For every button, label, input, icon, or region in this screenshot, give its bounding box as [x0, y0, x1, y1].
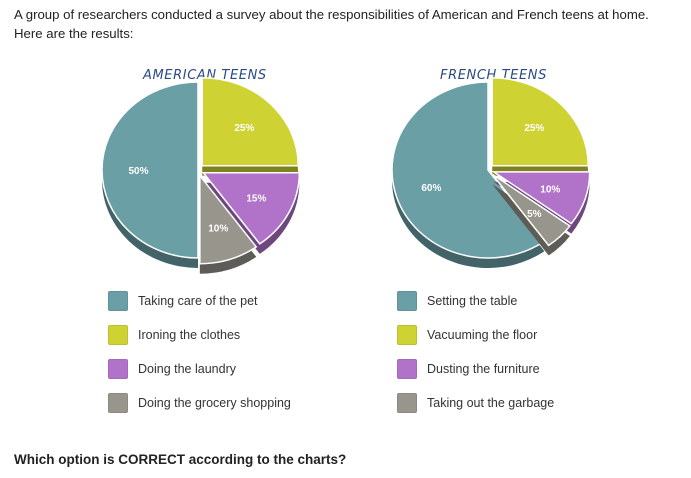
- legend-item: Ironing the clothes: [108, 324, 368, 346]
- pie-data-label: 15%: [246, 193, 266, 204]
- pie-slice-face: [391, 81, 546, 259]
- pie-data-label: 25%: [234, 123, 254, 134]
- legend-swatch: [397, 325, 417, 345]
- legend-swatch: [108, 325, 128, 345]
- pie-slice-face: [101, 81, 199, 259]
- legend-swatch: [397, 291, 417, 311]
- legend-label: Doing the laundry: [138, 362, 236, 376]
- legend-item: Doing the grocery shopping: [108, 392, 368, 414]
- legend-item: Vacuuming the floor: [397, 324, 657, 346]
- pie-slice-face: [491, 173, 572, 247]
- legend-label: Doing the grocery shopping: [138, 396, 291, 410]
- pie-slice-face: [199, 173, 258, 265]
- chart-title-french: FRENCH TEENS: [440, 68, 547, 83]
- legend-item: Taking care of the pet: [108, 290, 368, 312]
- pie-data-label: 50%: [128, 166, 148, 177]
- pie-slice-4: 5%: [491, 173, 572, 256]
- pie-slice-1: 50%: [101, 81, 199, 268]
- legend-american: Taking care of the pet Ironing the cloth…: [108, 290, 368, 426]
- pie-data-label: 10%: [208, 224, 228, 235]
- pie-slice-face: [491, 77, 589, 167]
- legend-swatch: [397, 393, 417, 413]
- pie-slice-1: 60%: [391, 81, 546, 268]
- pie-slice-face: [201, 171, 301, 245]
- legend-swatch: [397, 359, 417, 379]
- pie-data-label: 25%: [524, 123, 544, 134]
- legend-label: Setting the table: [427, 294, 518, 308]
- pie-slice-face: [491, 171, 591, 225]
- legend-item: Setting the table: [397, 290, 657, 312]
- legend-label: Taking out the garbage: [427, 396, 555, 410]
- legend-french: Setting the table Vacuuming the floor Du…: [397, 290, 657, 426]
- pie-data-label: 10%: [540, 185, 560, 196]
- legend-item: Dusting the furniture: [397, 358, 657, 380]
- legend-label: Taking care of the pet: [138, 294, 258, 308]
- legend-label: Ironing the clothes: [138, 328, 241, 342]
- intro-text: A group of researchers conducted a surve…: [14, 7, 649, 41]
- pie-slice-4: 10%: [199, 173, 258, 274]
- chart-title-american: AMERICAN TEENS: [143, 68, 267, 83]
- legend-item: Doing the laundry: [108, 358, 368, 380]
- legend-swatch: [108, 291, 128, 311]
- pie-data-label: 60%: [421, 183, 441, 194]
- pie-slice-3: 15%: [201, 171, 301, 254]
- pie-slice-2: 25%: [491, 77, 589, 176]
- legend-label: Dusting the furniture: [427, 362, 540, 376]
- legend-swatch: [108, 359, 128, 379]
- legend-item: Taking out the garbage: [397, 392, 657, 414]
- question-text: Which option is CORRECT according to the…: [14, 452, 347, 467]
- pie-slice-face: [201, 77, 299, 167]
- pie-slice-2: 25%: [201, 77, 299, 176]
- pie-chart-french: 60% 25% 10% 5%: [391, 77, 591, 268]
- legend-label: Vacuuming the floor: [427, 328, 538, 342]
- pie-data-label: 5%: [527, 209, 542, 220]
- pie-chart-american: 50% 25% 15% 10%: [101, 77, 301, 274]
- legend-swatch: [108, 393, 128, 413]
